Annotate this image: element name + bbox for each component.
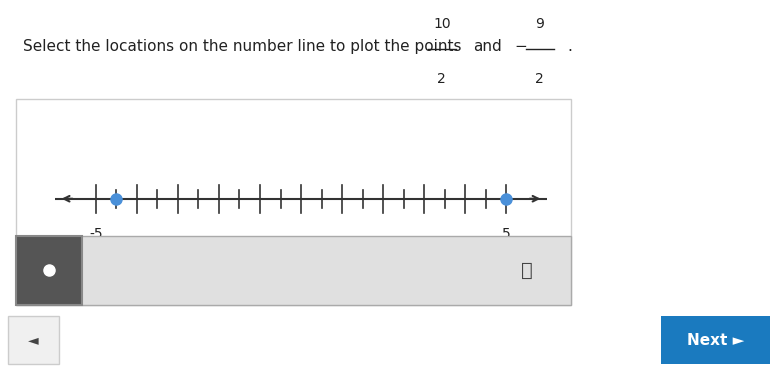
- Text: 10: 10: [433, 17, 450, 31]
- Text: −: −: [515, 39, 527, 54]
- Text: -5: -5: [89, 227, 102, 241]
- Text: 5: 5: [502, 227, 511, 241]
- Text: 2: 2: [535, 72, 544, 86]
- Text: .: .: [567, 39, 572, 54]
- Text: 2: 2: [437, 72, 447, 86]
- Text: ◄: ◄: [28, 333, 38, 347]
- Text: 🗑: 🗑: [521, 261, 533, 280]
- Text: 9: 9: [535, 17, 544, 31]
- Text: and: and: [473, 39, 502, 54]
- Text: Next ►: Next ►: [687, 333, 744, 348]
- Text: Select the locations on the number line to plot the points: Select the locations on the number line …: [23, 39, 462, 54]
